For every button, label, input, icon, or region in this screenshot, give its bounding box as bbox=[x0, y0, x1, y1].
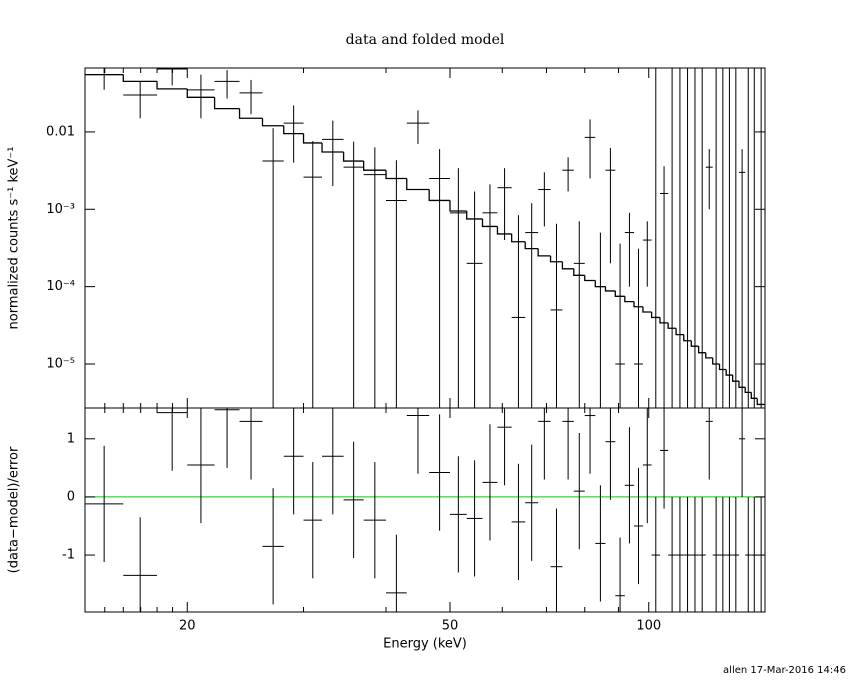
model-step bbox=[321, 142, 344, 153]
model-step bbox=[186, 88, 215, 98]
model-step bbox=[122, 74, 158, 83]
model-step bbox=[642, 306, 652, 313]
model-step bbox=[614, 290, 625, 297]
model-step bbox=[537, 248, 551, 257]
model-step bbox=[363, 161, 387, 171]
model-step bbox=[561, 261, 574, 270]
model-step bbox=[428, 189, 450, 202]
model-step bbox=[213, 97, 240, 110]
model-step bbox=[449, 200, 467, 212]
chart-title: data and folded model bbox=[346, 32, 505, 48]
model-step bbox=[690, 340, 699, 347]
bottom-plot bbox=[85, 408, 765, 612]
bottom-frame bbox=[84, 407, 766, 613]
model-step bbox=[756, 398, 765, 406]
y-tick-label: 10⁻⁵ bbox=[46, 357, 75, 372]
model-step bbox=[675, 328, 684, 336]
top-plot bbox=[85, 68, 765, 408]
model-step bbox=[667, 322, 677, 329]
top-frame bbox=[84, 67, 766, 409]
y-axis-label: normalized counts s⁻¹ keV⁻¹ bbox=[7, 147, 22, 330]
y-tick-label: 0.01 bbox=[46, 124, 75, 139]
footer: allen 17-Mar-2016 14:46 bbox=[723, 665, 846, 676]
model-step bbox=[604, 286, 616, 292]
model-step bbox=[496, 226, 512, 235]
model-step bbox=[156, 81, 188, 90]
model-step bbox=[732, 375, 740, 382]
model-step bbox=[342, 151, 364, 162]
y-tick-label: -1 bbox=[62, 548, 75, 563]
model-step bbox=[481, 218, 498, 228]
model-step bbox=[261, 118, 284, 127]
y-tick-label: 0 bbox=[67, 489, 75, 504]
y-tick-label: 1 bbox=[67, 431, 75, 446]
x-tick-label: 50 bbox=[442, 619, 459, 634]
model-step bbox=[466, 210, 483, 220]
model-step bbox=[633, 301, 643, 308]
model-step bbox=[573, 268, 585, 276]
x-tick-label: 100 bbox=[636, 619, 661, 634]
model-step bbox=[718, 364, 727, 371]
model-step bbox=[659, 317, 669, 324]
residual-axis-label: (data−model)/error bbox=[7, 446, 22, 573]
model-step bbox=[725, 369, 733, 376]
model-step bbox=[283, 125, 304, 135]
x-tick-label: 20 bbox=[179, 619, 196, 634]
model-step bbox=[524, 241, 539, 250]
model-step bbox=[744, 387, 752, 394]
model-step bbox=[406, 178, 430, 191]
model-step bbox=[549, 255, 563, 263]
model-step bbox=[750, 392, 758, 399]
model-step bbox=[584, 275, 596, 282]
model-step bbox=[302, 133, 323, 144]
model-step bbox=[738, 381, 746, 388]
model-step bbox=[385, 170, 407, 180]
x-axis-label: Energy (keV) bbox=[383, 637, 467, 652]
model-step bbox=[712, 357, 720, 365]
y-tick-label: 10⁻⁴ bbox=[46, 279, 75, 294]
model-step bbox=[705, 352, 713, 359]
model-step bbox=[650, 312, 660, 319]
axes: 20 50 100 10⁻⁵ 10⁻⁴ 10⁻³ 0.01 -1 0 1 bbox=[46, 67, 766, 634]
y-tick-label: 10⁻³ bbox=[46, 202, 75, 217]
model-step bbox=[683, 334, 692, 342]
model-step bbox=[697, 346, 706, 354]
model-step bbox=[624, 296, 635, 303]
model-step bbox=[511, 233, 526, 243]
model-step bbox=[238, 108, 263, 119]
